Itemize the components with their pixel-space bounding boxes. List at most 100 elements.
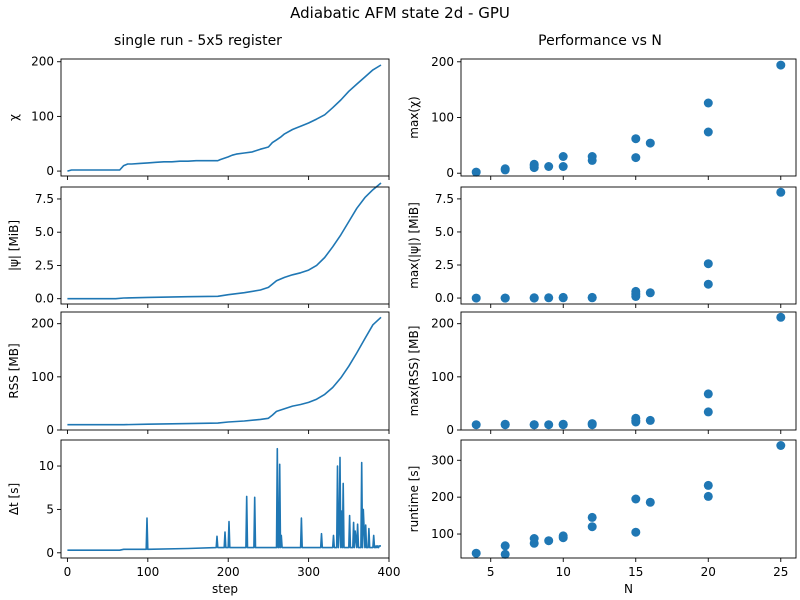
- y-axis-label: χ: [7, 114, 21, 121]
- y-tick-label: 0: [446, 423, 454, 437]
- data-point: [703, 127, 713, 137]
- x-tick-label: 10: [556, 565, 571, 579]
- y-tick-label: 100: [431, 370, 454, 384]
- axes-frame: [60, 311, 390, 431]
- data-point: [631, 153, 641, 163]
- y-tick-label: 0.0: [35, 292, 54, 306]
- x-tick-label: 100: [136, 565, 159, 579]
- y-tick-label: 300: [431, 453, 454, 467]
- data-point: [471, 293, 481, 303]
- data-point: [776, 441, 786, 450]
- y-tick-label: 0: [46, 546, 54, 560]
- x-tick-label: 400: [378, 565, 401, 579]
- y-tick-label: 0: [446, 166, 454, 180]
- x-axis-label: N: [624, 582, 633, 596]
- data-point: [776, 187, 786, 197]
- series-line: [67, 64, 382, 172]
- x-tick-label: 15: [628, 565, 643, 579]
- subplot-psi_step: 0.0 2.5 5.0 7.5 |ψ| [MiB]: [7, 182, 390, 308]
- x-tick-label: 5: [487, 565, 495, 579]
- data-point: [645, 288, 655, 298]
- series-line: [67, 316, 382, 426]
- data-point: [500, 293, 510, 303]
- data-point: [544, 162, 554, 171]
- data-point: [558, 162, 568, 171]
- data-point: [587, 293, 597, 303]
- y-tick-label: 2.5: [435, 258, 454, 272]
- y-tick-label: 100: [31, 370, 54, 384]
- data-point: [645, 138, 655, 148]
- data-point: [500, 541, 510, 551]
- y-tick-label: 200: [31, 55, 54, 69]
- x-tick-label: 200: [217, 565, 240, 579]
- data-point: [587, 512, 597, 522]
- data-point: [776, 312, 786, 322]
- y-tick-label: 5: [46, 502, 54, 516]
- x-tick-label: 0: [64, 565, 72, 579]
- x-tick-label: 25: [773, 565, 788, 579]
- y-tick-label: 2.5: [35, 258, 54, 272]
- subplot-rss_step: 0 100 200 RSS [MB]: [7, 311, 390, 437]
- data-point: [631, 413, 641, 423]
- y-tick-label: 0.0: [435, 291, 454, 305]
- data-point: [776, 60, 786, 70]
- data-point: [471, 167, 481, 177]
- data-point: [703, 259, 713, 269]
- y-tick-label: 200: [431, 317, 454, 331]
- y-axis-label: RSS [MB]: [7, 343, 21, 398]
- data-point: [703, 389, 713, 399]
- data-point: [703, 480, 713, 490]
- right-column-title: Performance vs N: [538, 33, 662, 49]
- data-point: [529, 420, 539, 430]
- y-axis-label: Δt [s]: [7, 483, 21, 515]
- data-point: [587, 152, 597, 161]
- y-axis-label: max(|ψ|) [MiB]: [407, 202, 421, 289]
- y-axis-label: max(χ): [407, 96, 421, 138]
- subplot-runtime_N: 100 200 300 5 10 15 20 25 runtime [s] N: [407, 439, 797, 596]
- data-point: [645, 415, 655, 425]
- y-tick-label: 200: [431, 490, 454, 504]
- data-point: [558, 531, 568, 541]
- x-axis-label: step: [212, 582, 238, 596]
- data-point: [471, 548, 481, 558]
- figure-title: Adiabatic AFM state 2d - GPU: [290, 4, 510, 22]
- subplot-max_chi_N: 0 100 200 max(χ): [407, 55, 797, 180]
- data-point: [703, 491, 713, 501]
- data-point: [529, 293, 539, 303]
- data-point: [703, 279, 713, 289]
- data-point: [631, 286, 641, 296]
- data-point: [631, 527, 641, 537]
- subplot-max_rss_N: 0 100 200 max(RSS) [MB]: [407, 311, 797, 437]
- series-line: [67, 447, 381, 551]
- data-point: [587, 522, 597, 532]
- y-tick-label: 200: [431, 55, 454, 69]
- y-axis-label: runtime [s]: [407, 466, 421, 533]
- subplot-chi_step: 0 100 200 χ: [7, 55, 390, 180]
- data-point: [529, 159, 539, 169]
- x-tick-label: 20: [701, 565, 716, 579]
- y-tick-label: 200: [31, 317, 54, 331]
- axes-frame: [460, 311, 797, 431]
- y-tick-label: 10: [39, 459, 54, 473]
- y-tick-label: 7.5: [35, 192, 54, 206]
- data-point: [471, 420, 481, 430]
- data-point: [544, 420, 554, 430]
- axes-frame: [460, 439, 797, 559]
- x-tick-label: 300: [297, 565, 320, 579]
- data-point: [544, 536, 554, 546]
- data-point: [500, 549, 510, 559]
- y-tick-label: 0: [46, 164, 54, 178]
- axes-frame: [460, 186, 797, 305]
- data-point: [631, 494, 641, 504]
- y-tick-label: 100: [431, 111, 454, 125]
- data-point: [529, 534, 539, 543]
- y-tick-label: 5.0: [35, 225, 54, 239]
- y-axis-label: max(RSS) [MB]: [407, 326, 421, 417]
- y-tick-label: 5.0: [435, 225, 454, 239]
- data-point: [703, 98, 713, 108]
- data-point: [544, 293, 554, 303]
- data-point: [558, 152, 568, 161]
- data-point: [587, 419, 597, 429]
